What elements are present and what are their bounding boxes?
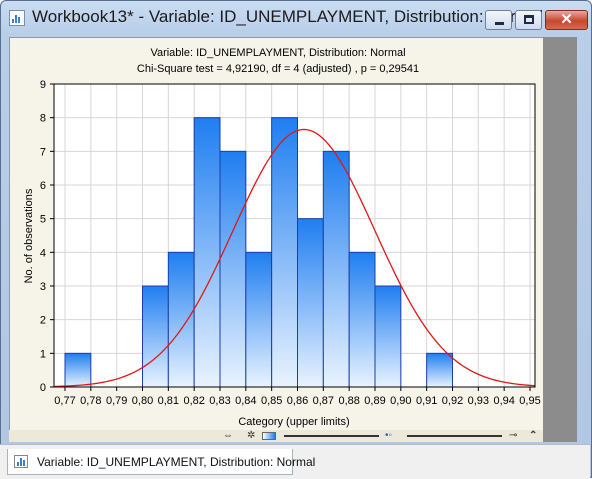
y-axis: 0 1 2 3 4 5 6 7 8 9	[40, 79, 54, 394]
key-icon[interactable]: ⊸	[509, 430, 518, 441]
slider-handle-icon[interactable]: •◦	[385, 430, 393, 441]
x-tick-label: 0,77	[54, 395, 75, 407]
x-tick-label: 0,87	[313, 395, 334, 407]
x-tick-label: 0,86	[287, 395, 308, 407]
maximize-button[interactable]	[515, 10, 542, 30]
chart-subtitle: Chi-Square test = 4,92190, df = 4 (adjus…	[137, 63, 419, 75]
x-tick-label: 0,82	[183, 395, 204, 407]
histogram-bars	[64, 117, 453, 388]
graph-tab-icon	[14, 455, 28, 468]
plot-frame	[53, 83, 536, 388]
y-tick-label: 5	[40, 214, 46, 226]
histogram-bar	[193, 117, 221, 388]
normal-fit-curve	[53, 128, 536, 388]
close-button[interactable]: ✕	[545, 10, 588, 30]
title-bar[interactable]: Workbook13* - Variable: ID_UNEMPLAYMENT,…	[1, 1, 591, 35]
histogram-bar	[245, 251, 273, 388]
histogram-bar	[64, 352, 92, 388]
x-tick-label: 0,94	[493, 395, 514, 407]
x-tick-label: 0,91	[416, 395, 437, 407]
sheet-tab-bar: Variable: ID_UNEMPLAYMENT, Distribution:…	[0, 444, 590, 479]
graph-app-icon[interactable]	[9, 10, 25, 26]
histogram-bar	[322, 150, 350, 388]
histogram-bar	[219, 150, 247, 388]
x-tick-label: 0,93	[468, 395, 489, 407]
x-tick-label: 0,90	[390, 395, 411, 407]
x-tick-label: 0,88	[338, 395, 359, 407]
collapse-icon[interactable]: ⌃	[529, 430, 538, 441]
histogram-bar	[167, 251, 195, 388]
tab-graph[interactable]: Variable: ID_UNEMPLAYMENT, Distribution:…	[7, 449, 315, 475]
y-tick-label: 0	[40, 382, 46, 394]
slider-track-2[interactable]	[407, 435, 502, 437]
graph-side-panel	[543, 37, 577, 442]
tab-label: Variable: ID_UNEMPLAYMENT, Distribution:…	[37, 455, 316, 469]
maximize-icon	[524, 15, 534, 24]
y-tick-label: 2	[40, 315, 46, 327]
histogram-bar	[297, 218, 324, 388]
y-tick-label: 3	[40, 281, 46, 293]
graph-toolbar: ⇔ ✲ •◦ ⊸ ⌃	[9, 430, 543, 442]
chart-title: Variable: ID_UNEMPLAYMENT, Distribution:…	[150, 47, 405, 59]
histogram-bar	[426, 352, 453, 388]
histogram-chart[interactable]: Variable: ID_UNEMPLAYMENT, Distribution:…	[0, 0, 592, 440]
histogram-bar	[142, 285, 169, 388]
minimize-icon	[495, 22, 504, 25]
x-axis: 0,77 0,78 0,79 0,80 0,81 0,82 0,83 0,84 0,85 0,86…	[54, 387, 541, 407]
close-icon: ✕	[560, 11, 573, 28]
minimize-button[interactable]	[485, 10, 512, 30]
histogram-bar	[374, 285, 402, 388]
histogram-bar	[271, 117, 298, 388]
y-tick-label: 7	[40, 146, 46, 158]
y-tick-label: 6	[40, 180, 46, 192]
slider-track[interactable]	[284, 435, 379, 437]
move-icon[interactable]: ⇔	[223, 430, 233, 441]
gradient-swatch-icon[interactable]	[262, 432, 276, 440]
y-tick-label: 1	[40, 348, 46, 360]
x-tick-label: 0,79	[106, 395, 127, 407]
y-tick-label: 4	[40, 247, 46, 259]
x-axis-label: Category (upper limits)	[238, 416, 349, 428]
x-tick-label: 0,81	[158, 395, 179, 407]
window-title: Workbook13* - Variable: ID_UNEMPLAYMENT,…	[32, 7, 544, 26]
y-tick-label: 8	[40, 113, 46, 125]
x-tick-label: 0,85	[261, 395, 282, 407]
x-tick-label: 0,78	[80, 395, 101, 407]
histogram-bar	[348, 251, 376, 388]
gear-icon[interactable]: ✲	[247, 430, 256, 441]
y-axis-label: No. of observations	[23, 188, 35, 283]
x-tick-label: 0,83	[209, 395, 230, 407]
x-tick-label: 0,95	[519, 395, 540, 407]
x-tick-label: 0,80	[132, 395, 153, 407]
x-tick-label: 0,89	[364, 395, 385, 407]
x-tick-label: 0,92	[442, 395, 463, 407]
x-tick-label: 0,84	[235, 395, 256, 407]
y-tick-label: 9	[40, 79, 46, 91]
